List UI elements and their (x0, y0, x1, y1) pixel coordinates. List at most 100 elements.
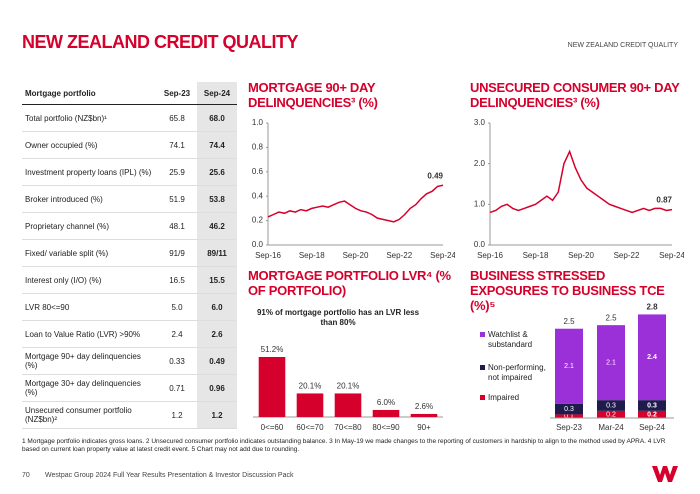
bar (334, 393, 362, 417)
logo (652, 466, 678, 482)
table-row: Total portfolio (NZ$bn)¹ 65.8 68.0 (22, 104, 237, 132)
segment-label: 0.2 (647, 411, 657, 418)
segment-label: 2.1 (564, 363, 574, 370)
x-tick-label: Sep-23 (556, 423, 582, 432)
table-row: Mortgage 90+ day delinquencies (%) 0.33 0.… (22, 347, 237, 375)
data-label: 6.0% (377, 398, 395, 407)
cell: 51.9 (157, 185, 197, 213)
bar-segment (597, 410, 625, 418)
data-label: 2.6% (415, 402, 433, 411)
segment-label: 2.4 (647, 354, 657, 361)
footer-text: Westpac Group 2024 Full Year Results Pre… (45, 472, 294, 479)
x-tick-label: Mar-24 (598, 423, 624, 432)
y-tick-label: 2.0 (474, 159, 486, 168)
legend-swatch (480, 332, 485, 337)
cell: 1.2 (157, 401, 197, 429)
x-tick-label: 70<=80 (334, 423, 362, 432)
x-tick-label: Sep-22 (386, 251, 412, 260)
annotation: 91% of mortgage portfolio has an LVR les… (256, 308, 420, 327)
cell: 0.33 (157, 347, 197, 375)
x-tick-label: Sep-16 (477, 251, 503, 260)
cell: Unsecured consumer portfolio (NZ$bn)² (22, 401, 157, 429)
cell: 25.9 (157, 158, 197, 186)
cell: 68.0 (197, 104, 237, 132)
bar-segment (638, 314, 666, 401)
cell: 25.6 (197, 158, 237, 186)
cell: 5.0 (157, 293, 197, 321)
segment-label: 0.3 (564, 406, 574, 413)
cell: 2.6 (197, 320, 237, 348)
x-tick-label: Sep-24 (430, 251, 455, 260)
x-tick-label: Sep-20 (568, 251, 594, 260)
chart-title: UNSECURED CONSUMER 90+ DAY DELINQUENCIES… (470, 80, 680, 110)
legend-swatch (480, 395, 485, 400)
segment-label: 0.2 (606, 411, 616, 418)
cell: Broker introduced (%) (22, 185, 157, 213)
table-row: Broker introduced (%) 51.9 53.8 (22, 185, 237, 213)
bar (258, 357, 286, 417)
cell: 0.71 (157, 374, 197, 402)
y-tick-label: 0.2 (252, 216, 264, 225)
y-tick-label: 0.6 (252, 167, 264, 176)
cell: 6.0 (197, 293, 237, 321)
bar-segment (597, 400, 625, 411)
table-row: Loan to Value Ratio (LVR) >90% 2.4 2.6 (22, 320, 237, 348)
x-tick-label: Sep-22 (614, 251, 640, 260)
line (489, 149, 673, 214)
legend-label: Watchlist & substandard (488, 330, 533, 349)
cell: Investment property loans (IPL) (%) (22, 158, 157, 186)
cell: Fixed/ variable split (%) (22, 239, 157, 267)
header-cell: Sep-24 (197, 82, 237, 105)
total-label: 2.5 (605, 313, 617, 322)
legend-swatch (480, 365, 485, 370)
y-tick-label: 0.4 (252, 191, 264, 200)
bar (296, 393, 324, 417)
table-row: Interest only (I/O) (%) 16.5 15.5 (22, 266, 237, 294)
cell: 53.8 (197, 185, 237, 213)
legend-label: Impaired (488, 393, 520, 402)
cell: Owner occupied (%) (22, 131, 157, 159)
cell: 2.4 (157, 320, 197, 348)
y-tick-label: 0.8 (252, 143, 264, 152)
header-cell: Sep-23 (157, 82, 197, 105)
segment-label: 2.1 (606, 359, 616, 366)
table-row: Fixed/ variable split (%) 91/9 89/11 (22, 239, 237, 267)
data-label: 0.49 (427, 171, 443, 180)
bar-segment (597, 325, 625, 401)
cell: 0.49 (197, 347, 237, 375)
table-row: Proprietary channel (%) 48.1 46.2 (22, 212, 237, 240)
bar-segment (555, 328, 583, 404)
chart: 0.0 0.2 0.4 0.6 0.8 1.0 Sep-16 Sep-18 Sep-20 Sep-… (252, 118, 455, 260)
y-tick-label: 3.0 (474, 118, 486, 127)
bar-segment (555, 403, 583, 415)
bar (410, 413, 438, 417)
cell: 65.8 (157, 104, 197, 132)
x-tick-label: Sep-24 (639, 423, 665, 432)
data-label: 0.87 (656, 196, 672, 205)
x-tick-label: Sep-18 (299, 251, 325, 260)
cell: 89/11 (197, 239, 237, 267)
table-row: Investment property loans (IPL) (%) 25.9 2… (22, 158, 237, 186)
segment-label: 0.1 (564, 413, 574, 420)
chart-title: MORTGAGE 90+ DAY DELINQUENCIES³ (%) (248, 80, 378, 110)
x-tick-label: 90+ (417, 423, 431, 432)
total-label: 2.5 (563, 317, 575, 326)
cell: Mortgage 90+ day delinquencies (%) (22, 347, 157, 375)
chart: 0.10.32.12.5Sep-230.20.32.12.5Mar-240.20… (480, 303, 674, 432)
y-tick-label: 0.0 (252, 240, 264, 249)
cell: 48.1 (157, 212, 197, 240)
page-number: 70 (22, 472, 30, 479)
cell: 46.2 (197, 212, 237, 240)
x-tick-label: Sep-20 (343, 251, 369, 260)
footnote: 1 Mortgage portfolio indicates gross loa… (22, 438, 666, 453)
cell: 15.5 (197, 266, 237, 294)
line (267, 184, 444, 223)
bar-segment (638, 410, 666, 418)
segment-label: 0.3 (606, 402, 616, 409)
data-label: 20.1% (299, 382, 322, 391)
y-tick-label: 0.0 (474, 240, 486, 249)
cell: Loan to Value Ratio (LVR) >90% (22, 320, 157, 348)
y-tick-label: 1.0 (474, 199, 486, 208)
cell: Total portfolio (NZ$bn)¹ (22, 104, 157, 132)
